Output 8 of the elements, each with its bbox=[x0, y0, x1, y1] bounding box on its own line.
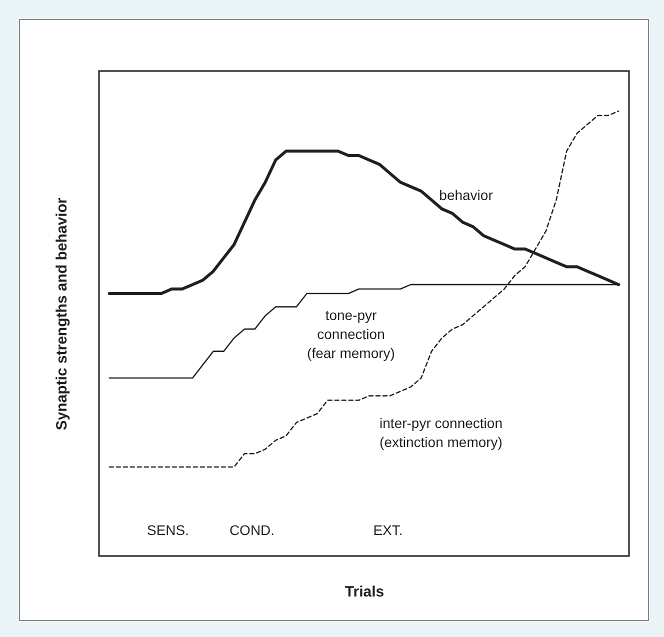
annotation: EXT. bbox=[373, 522, 403, 538]
series-label: inter-pyr connection (extinction memory) bbox=[380, 415, 502, 450]
annotation: COND. bbox=[229, 522, 275, 538]
y-axis-title: Synaptic strengths and behavior bbox=[54, 198, 70, 430]
series-label: tone-pyr connection (fear memory) bbox=[307, 307, 395, 361]
series-label: behavior bbox=[439, 187, 494, 203]
annotation: SENS. bbox=[146, 522, 190, 538]
x-axis-title: Trials bbox=[344, 584, 384, 600]
